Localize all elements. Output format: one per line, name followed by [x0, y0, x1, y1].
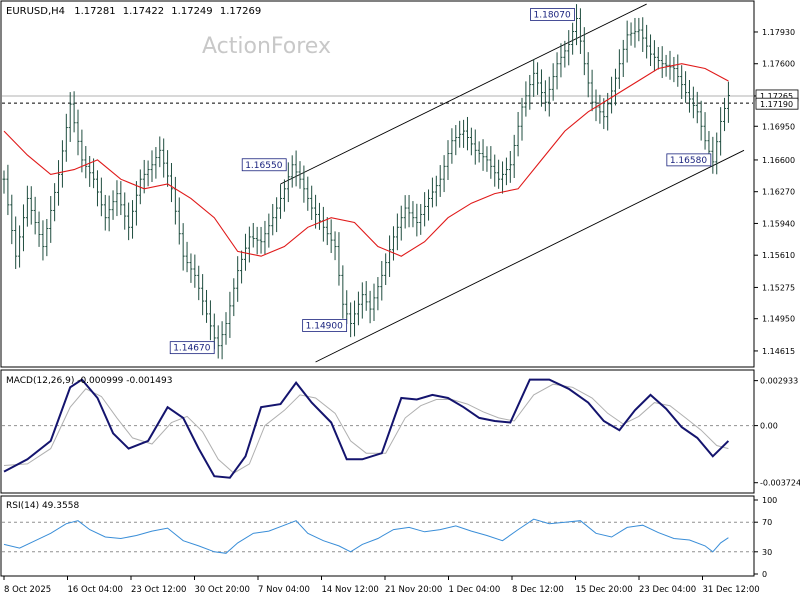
current-price-label: 1.17265 [760, 92, 793, 101]
x-tick-label: 8 Dec 12:00 [512, 585, 564, 595]
annotation-label: 1.18070 [534, 11, 571, 21]
rsi-tick-label: 30 [762, 548, 772, 557]
rsi-panel-frame [0, 495, 755, 577]
reference-price-tag [755, 97, 799, 110]
price-tick-label: 1.14950 [762, 315, 795, 324]
price-tick-label: 1.16270 [762, 188, 795, 197]
x-tick-label: 31 Dec 12:00 [703, 585, 760, 595]
x-tick-label: 8 Oct 2025 [4, 585, 51, 595]
annotation-box [302, 319, 348, 332]
ohlc-close: 1.17269 [220, 6, 261, 17]
price-tick-label: 1.17930 [762, 28, 795, 37]
x-tick-label: 30 Oct 20:00 [195, 585, 250, 595]
annotation-label: 1.14670 [173, 344, 210, 354]
x-tick-label: 1 Dec 04:00 [449, 585, 501, 595]
x-tick-label: 14 Nov 12:00 [322, 585, 379, 595]
annotation-label: 1.16580 [670, 156, 707, 166]
annotation-box [666, 153, 712, 167]
macd-tick-label: 0.00 [760, 422, 778, 431]
macd-panel-frame [0, 369, 755, 494]
x-tick-label: 15 Dec 20:00 [576, 585, 633, 595]
rsi-tick-label: 0 [762, 570, 767, 579]
price-tick-label: 1.17600 [762, 60, 795, 69]
annotation-box [241, 158, 287, 172]
macd-tick-label: -0.003724 [760, 479, 800, 488]
x-tick-label: 21 Nov 20:00 [385, 585, 442, 595]
price-tick-label: 1.16950 [762, 122, 795, 131]
symbol-label: EURUSD,H4 [6, 6, 65, 17]
rsi-layer: 100 70 30 0 [2, 496, 777, 579]
macd-signal-line [3, 383, 729, 474]
annotation-box [169, 341, 215, 355]
watermark: ActionForex [202, 34, 331, 59]
rsi-tick-label: 70 [762, 518, 772, 527]
ohlc-high: 1.17422 [123, 6, 164, 17]
price-tick-label: 1.15940 [762, 219, 795, 228]
chart-header: EURUSD,H4 1.17281 1.17422 1.17249 1.1726… [6, 6, 261, 17]
price-tick-label: 1.14615 [762, 347, 795, 356]
annotation-box [530, 8, 575, 21]
macd-layer: 0.002933 0.00 -0.003724 [2, 377, 800, 488]
ohlc-open: 1.17281 [74, 6, 115, 17]
reference-price-label: 1.17190 [760, 100, 793, 109]
x-tick-label: 16 Oct 04:00 [68, 585, 123, 595]
moving-average-line [3, 63, 729, 257]
channel-line [280, 3, 647, 185]
macd-tick-label: 0.002933 [760, 377, 798, 386]
rsi-title: RSI(14) 49.3558 [6, 501, 79, 511]
price-layer: 1.17930 1.17600 1.17265 1.16950 1.16600 1.162… [2, 3, 799, 363]
price-tick-label: 1.15275 [762, 283, 795, 292]
annotation-label: 1.16550 [245, 161, 282, 171]
price-panel-frame [0, 0, 755, 368]
annotation-label: 1.14900 [306, 322, 343, 332]
axis-layer: 8 Oct 2025 16 Oct 04:00 23 Oct 12:00 30 Oct… [3, 576, 760, 595]
rsi-tick-label: 100 [762, 496, 777, 505]
x-tick-label: 23 Oct 12:00 [131, 585, 186, 595]
ohlc-low: 1.17249 [171, 6, 212, 17]
macd-title: MACD(12,26,9) -0.000999 -0.001493 [6, 376, 172, 386]
price-bars [2, 4, 730, 360]
macd-line [3, 378, 730, 479]
x-tick-label: 23 Dec 04:00 [639, 585, 696, 595]
channel-line [315, 149, 745, 363]
price-tick-label: 1.15610 [762, 251, 795, 260]
rsi-line [3, 518, 729, 554]
price-tick-label: 1.16600 [762, 156, 795, 165]
x-tick-label: 7 Nov 04:00 [258, 585, 310, 595]
